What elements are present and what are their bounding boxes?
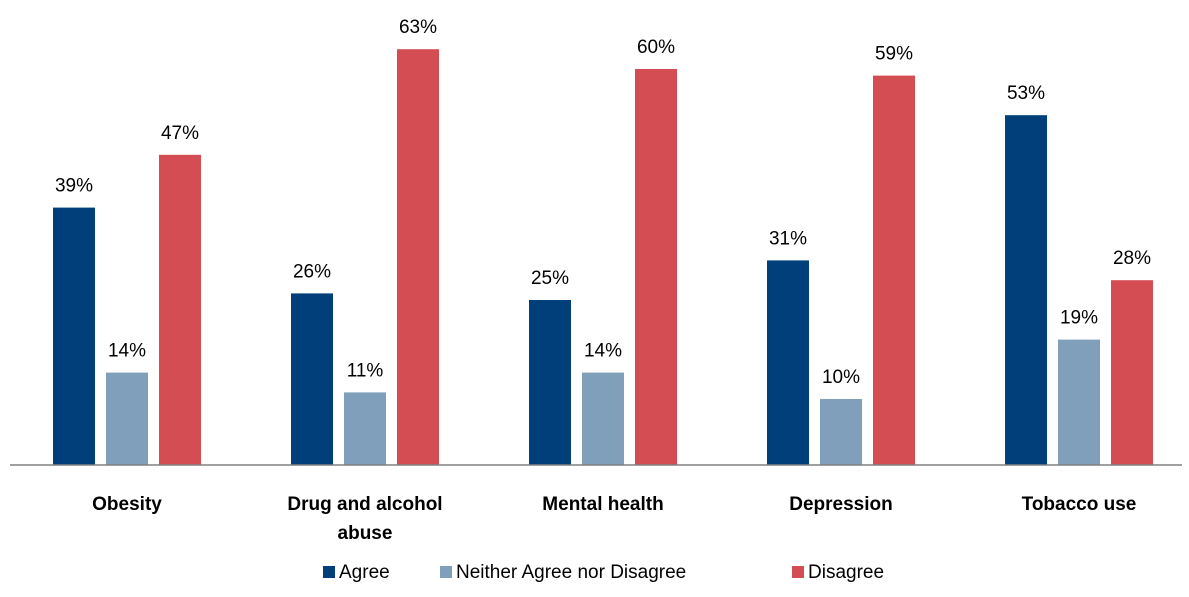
category-label: Drug and alcohol abuse [287, 494, 442, 544]
legend-swatch [440, 566, 452, 578]
data-label: 10% [822, 367, 860, 388]
value-labels-layer: 39% 14% 47% 26% 11% 63% 25% 14% 60% 31% 10% 59% 53% 1… [55, 17, 1151, 388]
category-label-line: Mental health [542, 494, 663, 515]
bar [397, 49, 439, 465]
legend-label: Disagree [808, 562, 884, 583]
legend-label: Neither Agree nor Disagree [456, 562, 686, 583]
data-label: 53% [1007, 83, 1045, 104]
bar [582, 372, 624, 465]
bar [53, 207, 95, 465]
category-label: Tobacco use [1022, 494, 1137, 515]
legend-label: Agree [339, 562, 390, 583]
category-label: Depression [789, 494, 892, 515]
bar [106, 372, 148, 465]
category-labels-layer: Obesity Drug and alcohol abuse Mental healt… [92, 494, 1136, 544]
data-label: 28% [1113, 248, 1151, 269]
data-label: 60% [637, 37, 675, 58]
category-label: Obesity [92, 494, 162, 515]
bar [767, 260, 809, 465]
data-label: 19% [1060, 308, 1098, 329]
legend: Agree Neither Agree nor Disagree Disagree [323, 562, 884, 583]
bar [1005, 115, 1047, 465]
bars-layer [53, 49, 1153, 466]
category-label: Mental health [542, 494, 663, 515]
bar [159, 154, 201, 466]
category-label-line: abuse [338, 523, 393, 544]
bar [873, 75, 915, 465]
data-label: 11% [347, 360, 384, 381]
bar [1111, 280, 1153, 465]
data-label: 14% [584, 341, 622, 362]
bar [529, 300, 571, 465]
category-label-line: Drug and alcohol [287, 494, 442, 515]
data-label: 39% [55, 176, 93, 197]
data-label: 47% [161, 123, 199, 144]
bar [820, 399, 862, 465]
data-label: 25% [531, 268, 569, 289]
data-label: 59% [875, 44, 913, 65]
data-label: 63% [399, 17, 437, 38]
legend-swatch [792, 566, 804, 578]
bar [1058, 339, 1100, 465]
category-label-line: Obesity [92, 494, 162, 515]
data-label: 26% [293, 261, 331, 282]
category-label-line: Depression [789, 494, 892, 515]
data-label: 31% [769, 228, 807, 249]
legend-swatch [323, 566, 335, 578]
bar [344, 392, 386, 465]
bar [635, 69, 677, 465]
data-label: 14% [108, 341, 146, 362]
category-label-line: Tobacco use [1022, 494, 1137, 515]
bar [291, 293, 333, 465]
